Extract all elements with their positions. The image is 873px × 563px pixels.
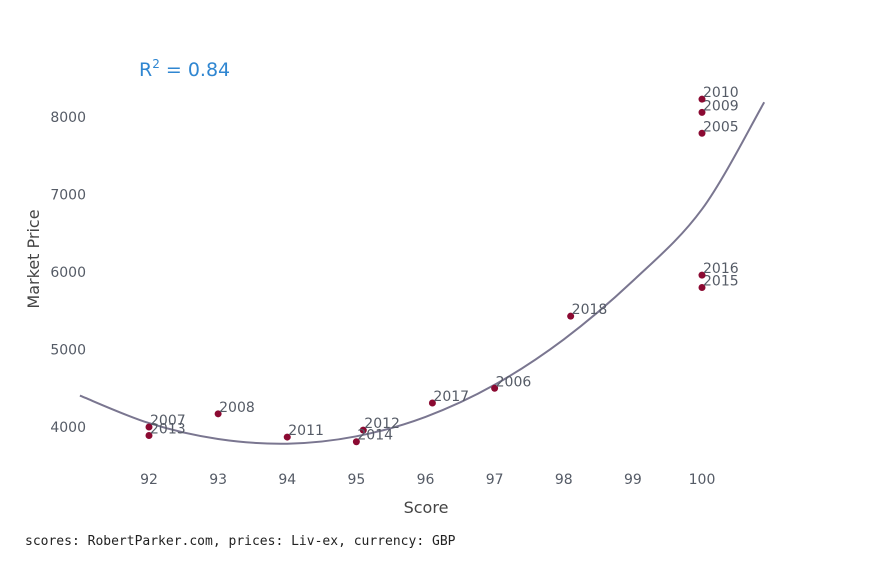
r2-annotation: R2 = 0.84 — [139, 57, 230, 81]
data-point[interactable] — [283, 433, 291, 441]
point-label: 2013 — [150, 422, 186, 438]
data-point[interactable] — [145, 423, 153, 431]
x-tick-label: 99 — [624, 472, 642, 488]
point-label: 2018 — [572, 302, 608, 318]
y-tick-label: 6000 — [50, 265, 86, 281]
y-tick-label: 4000 — [50, 420, 86, 436]
y-tick-label: 8000 — [50, 110, 86, 126]
point-label: 2010 — [703, 85, 739, 101]
point-label: 2016 — [703, 261, 739, 277]
x-tick-label: 96 — [417, 472, 435, 488]
data-point[interactable] — [567, 312, 575, 320]
point-label: 2007 — [150, 413, 186, 429]
fit-curve — [79, 101, 766, 445]
y-tick-label: 7000 — [50, 188, 86, 204]
data-point[interactable] — [428, 399, 436, 407]
point-label: 2005 — [703, 119, 739, 135]
x-axis-ticks: 92 93 94 95 96 97 98 99 100 — [140, 472, 715, 488]
data-point[interactable] — [491, 384, 499, 392]
data-point[interactable] — [359, 426, 367, 434]
data-point[interactable] — [698, 95, 706, 103]
data-point[interactable] — [352, 438, 360, 446]
point-label: 2017 — [433, 389, 469, 405]
point-label: 2008 — [219, 400, 255, 416]
x-tick-label: 94 — [278, 472, 296, 488]
data-point[interactable] — [698, 284, 706, 291]
data-point[interactable] — [698, 271, 706, 279]
x-tick-label: 98 — [555, 472, 573, 488]
x-tick-label: 97 — [486, 472, 504, 488]
x-tick-label: 100 — [689, 472, 716, 488]
point-label: 2012 — [364, 416, 400, 432]
point-label: 2015 — [703, 274, 739, 290]
x-axis-title: Score — [404, 498, 449, 517]
data-point[interactable] — [214, 410, 222, 418]
data-point[interactable] — [698, 129, 706, 137]
data-point[interactable] — [145, 432, 153, 440]
x-tick-label: 92 — [140, 472, 158, 488]
point-label: 2009 — [703, 98, 739, 114]
x-tick-label: 93 — [209, 472, 227, 488]
y-axis-title: Market Price — [24, 209, 43, 308]
x-tick-label: 95 — [347, 472, 365, 488]
source-note: scores: RobertParker.com, prices: Liv-ex… — [25, 534, 456, 549]
data-point[interactable] — [698, 108, 706, 116]
fit-curve-layer — [79, 101, 766, 445]
y-tick-label: 5000 — [50, 343, 86, 359]
point-label: 2014 — [357, 428, 393, 444]
y-axis-ticks: 4000 5000 6000 7000 8000 — [50, 110, 86, 436]
point-label: 2011 — [288, 423, 324, 439]
point-label: 2006 — [496, 374, 532, 390]
